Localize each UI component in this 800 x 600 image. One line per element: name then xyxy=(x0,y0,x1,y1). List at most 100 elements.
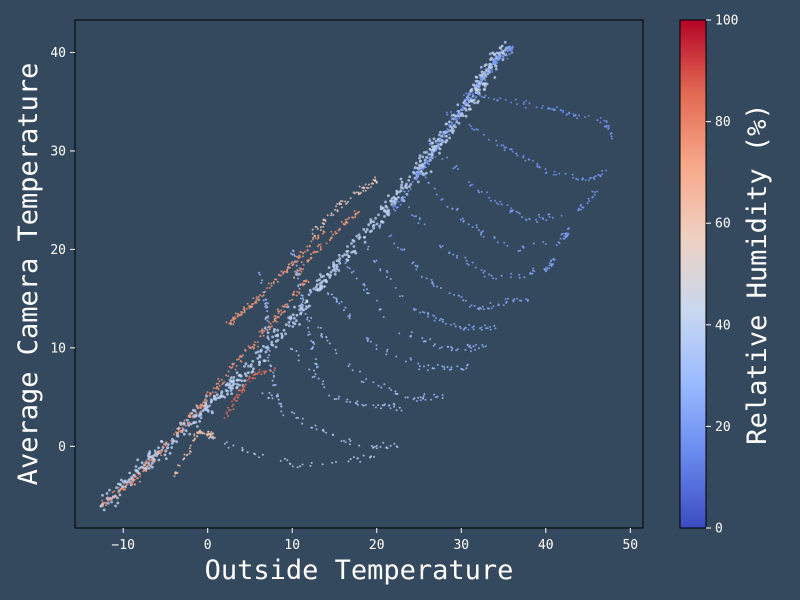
data-point xyxy=(329,270,333,274)
data-point xyxy=(467,99,470,102)
data-point xyxy=(562,111,564,114)
data-point xyxy=(256,341,259,344)
data-point xyxy=(558,172,561,175)
data-point xyxy=(532,267,535,270)
data-point xyxy=(421,397,424,400)
data-point xyxy=(452,113,456,117)
data-point xyxy=(418,172,421,175)
data-point xyxy=(441,138,444,141)
data-point xyxy=(231,366,234,369)
data-point xyxy=(393,405,396,408)
data-point xyxy=(311,345,314,348)
data-point xyxy=(548,215,551,218)
data-point xyxy=(537,213,540,216)
data-point xyxy=(484,324,486,327)
data-point xyxy=(258,368,261,371)
data-point xyxy=(344,441,347,444)
data-point xyxy=(197,432,199,435)
data-point xyxy=(248,377,251,380)
data-point xyxy=(491,68,493,71)
data-point xyxy=(487,97,490,99)
data-point xyxy=(209,392,212,395)
data-point xyxy=(298,283,301,286)
data-point xyxy=(374,406,377,409)
data-point xyxy=(183,453,186,456)
data-point xyxy=(287,320,291,324)
data-point xyxy=(375,447,378,450)
data-point xyxy=(241,448,244,451)
data-point xyxy=(259,335,262,338)
data-point xyxy=(229,409,232,411)
data-point xyxy=(184,424,187,427)
data-point xyxy=(503,146,506,149)
data-point xyxy=(352,456,355,459)
data-point xyxy=(359,460,362,463)
data-point xyxy=(544,168,547,171)
data-point xyxy=(293,261,296,264)
data-point xyxy=(375,299,378,302)
data-point xyxy=(593,193,596,196)
data-point xyxy=(195,404,198,407)
data-point xyxy=(351,238,355,242)
data-point xyxy=(308,304,311,308)
data-point xyxy=(456,207,459,210)
data-point xyxy=(486,327,489,330)
data-point xyxy=(356,211,359,214)
data-point xyxy=(587,114,590,117)
data-point xyxy=(142,466,145,469)
data-point xyxy=(576,178,579,181)
data-point xyxy=(500,144,503,147)
data-point xyxy=(504,48,507,52)
data-point xyxy=(457,294,460,297)
data-point xyxy=(295,261,298,264)
data-point xyxy=(475,226,478,229)
data-point xyxy=(581,206,584,209)
data-point xyxy=(432,344,435,347)
data-point xyxy=(419,396,422,399)
data-point xyxy=(429,170,433,174)
data-point xyxy=(251,305,254,308)
data-point xyxy=(183,419,186,422)
data-point xyxy=(299,465,301,468)
data-point xyxy=(268,321,271,323)
data-point xyxy=(494,327,497,330)
data-point xyxy=(449,323,452,326)
data-point xyxy=(501,50,504,53)
data-point xyxy=(170,446,174,449)
data-point xyxy=(450,366,453,369)
data-point xyxy=(260,373,263,376)
data-point xyxy=(518,212,521,215)
data-point xyxy=(114,504,117,508)
data-point xyxy=(393,442,396,445)
data-point xyxy=(315,251,318,253)
data-point xyxy=(267,316,269,319)
data-point xyxy=(392,205,395,208)
data-point xyxy=(273,384,276,387)
data-point xyxy=(173,433,175,436)
data-point xyxy=(145,470,148,473)
data-point xyxy=(449,111,452,113)
data-point xyxy=(481,305,484,308)
data-point xyxy=(261,453,264,456)
data-point xyxy=(479,327,481,330)
data-point xyxy=(338,302,341,305)
data-point xyxy=(323,285,326,288)
data-point xyxy=(291,298,294,301)
data-point xyxy=(473,129,476,131)
data-point xyxy=(484,82,487,86)
data-point xyxy=(490,56,493,60)
data-point xyxy=(168,451,172,455)
data-point xyxy=(448,136,451,140)
data-point xyxy=(161,446,164,449)
data-point xyxy=(284,457,286,460)
data-point xyxy=(351,369,354,372)
data-point xyxy=(328,276,332,279)
data-point xyxy=(454,325,457,328)
data-point xyxy=(235,382,239,386)
data-point xyxy=(280,405,283,408)
data-point xyxy=(497,303,500,306)
data-point xyxy=(218,380,221,383)
data-point xyxy=(505,54,508,57)
data-point xyxy=(298,304,301,308)
